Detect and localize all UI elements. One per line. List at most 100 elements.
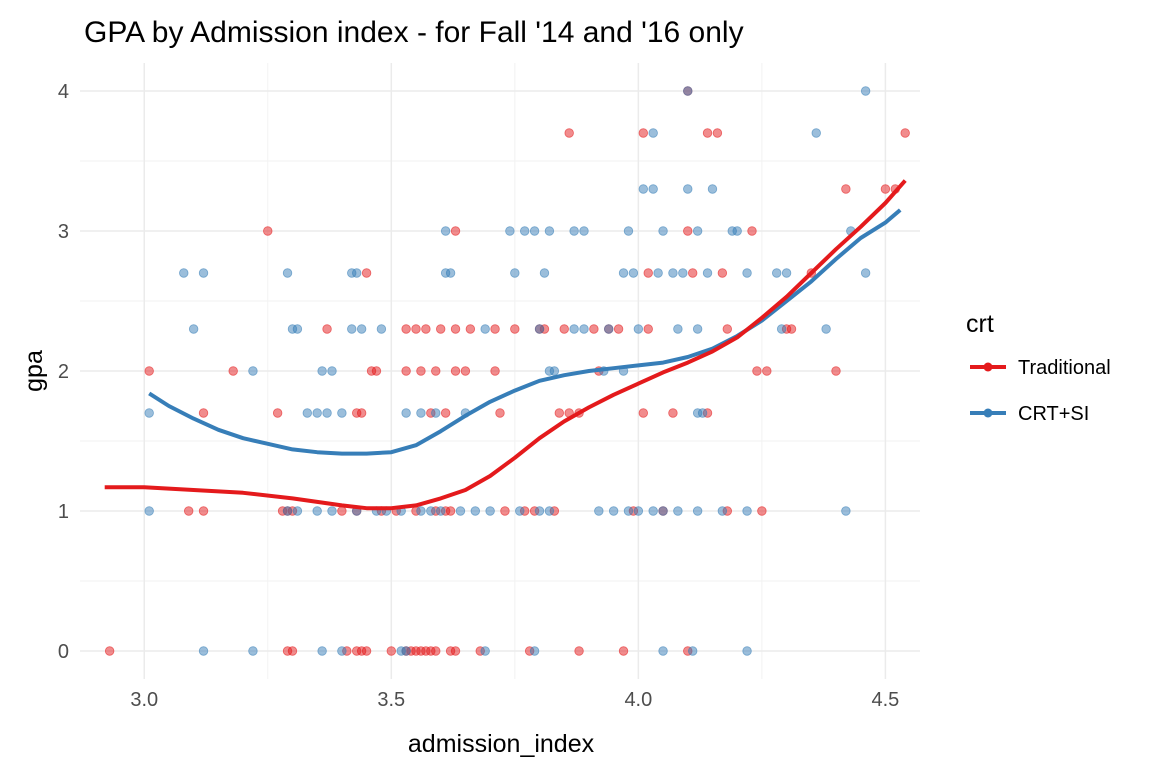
data-point-traditional [643,324,653,334]
data-point-crt-si [248,646,258,656]
data-point-traditional [361,646,372,656]
data-point-crt-si [440,226,451,236]
data-point-traditional [500,506,510,516]
data-point-crt-si [549,366,560,376]
data-point-traditional [880,184,891,194]
data-point-crt-si [658,226,668,236]
data-point-crt-si [579,226,589,236]
data-point-crt-si [668,268,678,278]
data-point-crt-si [683,86,693,96]
legend-label-traditional: Traditional [1018,357,1111,379]
smooth-line-traditional [104,179,907,511]
data-point-crt-si [717,506,728,516]
data-point-crt-si [480,646,490,656]
data-point-crt-si [534,324,545,334]
data-point-traditional [401,366,411,376]
x-tick-label: 3.5 [377,689,405,711]
data-point-traditional [559,324,569,334]
data-point-crt-si [179,268,189,278]
smooth-line-crt-si [148,208,902,456]
data-point-crt-si [337,408,347,418]
data-point-crt-si [623,226,634,236]
data-point-crt-si [322,408,332,418]
data-point-crt-si [673,506,683,516]
data-point-crt-si [707,184,718,194]
data-point-crt-si [376,324,387,334]
legend-title: crt [966,310,994,338]
data-point-crt-si [633,506,644,516]
data-point-crt-si [317,366,327,376]
legend-key-point-traditional [983,362,993,372]
data-point-crt-si [312,506,322,516]
data-point-crt-si [653,268,663,278]
data-point-traditional [574,646,584,656]
data-point-traditional [722,324,732,334]
data-point-crt-si [144,506,154,516]
data-point-traditional [198,506,209,516]
data-point-traditional [450,646,461,656]
data-point-traditional [450,366,461,376]
data-point-traditional [356,408,367,418]
smooth-lines [104,179,907,511]
data-point-traditional [322,324,332,334]
y-tick-label: 3 [58,221,69,243]
data-point-crt-si [327,366,337,376]
data-point-crt-si [702,268,713,278]
data-point-traditional [386,646,396,656]
data-point-crt-si [282,506,293,516]
data-point-crt-si [445,268,456,278]
data-point-crt-si [436,506,446,516]
data-point-traditional [337,506,347,516]
data-point-traditional [900,128,910,138]
data-point-traditional [371,366,382,376]
data-point-crt-si [692,226,703,236]
data-point-crt-si [529,646,540,656]
data-point-crt-si [302,408,312,418]
data-points [104,86,910,656]
legend: crt Traditional CRT+SI [966,310,1111,425]
data-point-traditional [184,506,194,516]
data-point-crt-si [697,408,708,418]
data-point-traditional [668,408,678,418]
data-point-crt-si [505,226,515,236]
data-point-crt-si [658,646,668,656]
data-point-crt-si [608,506,619,516]
data-point-traditional [564,128,574,138]
y-tick-label: 0 [58,641,69,663]
data-point-traditional [752,366,762,376]
chart-title: GPA by Admission index - for Fall '14 an… [84,16,744,49]
data-point-traditional [613,324,624,334]
data-point-traditional [460,366,471,376]
data-point-crt-si [198,646,209,656]
data-point-traditional [411,324,421,334]
data-point-crt-si [569,226,579,236]
data-point-traditional [831,366,841,376]
data-point-crt-si [692,506,703,516]
data-point-crt-si [534,506,545,516]
data-point-traditional [786,324,797,334]
x-axis-title: admission_index [408,730,595,758]
data-point-crt-si [416,408,426,418]
data-point-crt-si [579,324,589,334]
data-point-traditional [144,366,154,376]
data-point-crt-si [683,184,693,194]
data-point-traditional [228,366,238,376]
data-point-crt-si [510,268,520,278]
data-point-crt-si [742,646,752,656]
data-point-traditional [198,408,209,418]
data-point-crt-si [628,268,639,278]
data-point-crt-si [633,324,644,334]
data-point-traditional [263,226,273,236]
y-tick-label: 4 [58,81,69,103]
data-point-traditional [401,324,411,334]
data-point-crt-si [401,646,411,656]
data-point-crt-si [732,226,742,236]
data-point-crt-si [352,268,362,278]
data-point-crt-si [594,506,604,516]
data-point-crt-si [860,268,871,278]
data-point-traditional [702,128,713,138]
x-axis-ticks: 3.0 3.5 4.0 4.5 [130,689,899,711]
data-point-traditional [762,366,772,376]
y-axis-title: gpa [20,350,48,392]
data-point-crt-si [569,324,579,334]
